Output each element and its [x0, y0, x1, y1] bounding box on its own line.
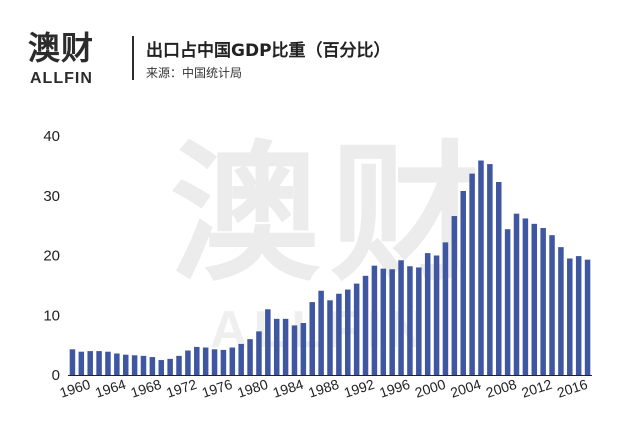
bar-1970: [158, 360, 165, 375]
bar-1968: [140, 355, 147, 375]
bar-1998: [407, 266, 413, 375]
x-tick-label: 1964: [93, 376, 128, 401]
bar-1961: [78, 351, 85, 375]
bar-1960: [69, 349, 76, 375]
bar-1999: [416, 267, 422, 375]
bar-1979: [238, 343, 244, 375]
bar-1962: [87, 351, 93, 375]
bar-2003: [451, 216, 458, 375]
bar-1965: [114, 353, 120, 375]
bar-1977: [220, 349, 227, 375]
bar-1978: [229, 347, 236, 375]
bar-2002: [442, 242, 449, 375]
bar-2014: [549, 235, 555, 375]
bar-1991: [345, 289, 351, 375]
bar-1994: [371, 265, 378, 375]
y-axis: 0 10 20 30 40: [43, 128, 60, 384]
bar-2016: [567, 258, 573, 375]
bar-1992: [353, 283, 360, 375]
chart-source: 来源：中国统计局: [146, 66, 243, 80]
x-tick-label: 1968: [129, 376, 164, 401]
brand-logo: 澳财 ALLFIN: [28, 30, 128, 90]
bar-2000: [424, 253, 431, 375]
x-tick-label: 1976: [200, 376, 235, 401]
bar-1967: [131, 355, 138, 375]
bar-1984: [282, 318, 289, 375]
bar-2017: [575, 256, 582, 375]
x-tick-label: 1984: [271, 376, 306, 401]
bar-2005: [469, 173, 475, 375]
bar-2006: [478, 160, 484, 375]
x-tick-label: 2004: [448, 376, 483, 401]
y-tick-label: 0: [52, 367, 60, 384]
header-divider: [132, 36, 134, 80]
bar-1963: [96, 351, 102, 375]
bar-1973: [185, 350, 191, 375]
bar-1986: [300, 323, 307, 375]
bar-1983: [273, 318, 280, 375]
bar-2007: [487, 164, 493, 375]
logo-cn-text: 澳财: [28, 29, 95, 67]
bar-1989: [327, 300, 333, 375]
bar-2013: [540, 228, 546, 375]
x-tick-label: 1960: [58, 376, 93, 401]
y-tick-label: 30: [43, 188, 60, 205]
bar-1980: [247, 339, 253, 375]
y-tick-label: 40: [43, 128, 60, 145]
bar-1975: [202, 347, 209, 375]
x-tick-label: 1988: [306, 376, 341, 401]
bar-2015: [558, 247, 564, 375]
bar-2001: [433, 255, 440, 375]
bar-1993: [362, 275, 369, 375]
y-tick-label: 10: [43, 307, 60, 324]
chart-title: 出口占中国GDP比重（百分比）: [146, 41, 391, 61]
bar-1988: [318, 290, 324, 375]
bar-2009: [504, 229, 511, 375]
bar-1987: [309, 302, 315, 375]
x-tick-label: 1992: [342, 376, 377, 401]
bar-series: [69, 160, 591, 375]
bar-1996: [389, 269, 395, 375]
bar-1985: [291, 325, 298, 375]
bar-2011: [522, 218, 529, 375]
bar-1971: [167, 358, 173, 375]
bar-1981: [256, 331, 262, 375]
bar-1969: [149, 357, 156, 375]
bar-2008: [495, 182, 502, 375]
bar-1995: [380, 268, 387, 375]
x-tick-label: 2012: [519, 376, 554, 401]
bar-2012: [531, 223, 538, 375]
bar-2010: [513, 213, 520, 375]
bar-1972: [176, 355, 182, 375]
bar-2004: [460, 190, 466, 375]
bar-1982: [265, 309, 271, 375]
bar-1990: [336, 293, 342, 375]
x-tick-label: 2008: [484, 376, 519, 401]
logo-en-text: ALLFIN: [30, 70, 93, 87]
x-tick-label: 2000: [413, 376, 448, 401]
bar-1974: [194, 346, 200, 375]
x-tick-label: 1996: [377, 376, 412, 401]
watermark-en: ALLFIN: [210, 301, 431, 359]
x-tick-label: 1980: [235, 376, 270, 401]
x-tick-label: 1972: [164, 376, 199, 401]
x-tick-label: 2016: [555, 376, 590, 401]
bar-1997: [398, 260, 404, 375]
bar-2018: [584, 259, 591, 375]
y-tick-label: 20: [43, 248, 60, 265]
bar-1966: [122, 354, 129, 375]
bar-1976: [211, 349, 218, 375]
bar-1964: [105, 351, 111, 375]
x-axis: 1960 1964 1968 1972 1976 1980 1984 1988 1992 1996…: [58, 376, 590, 401]
